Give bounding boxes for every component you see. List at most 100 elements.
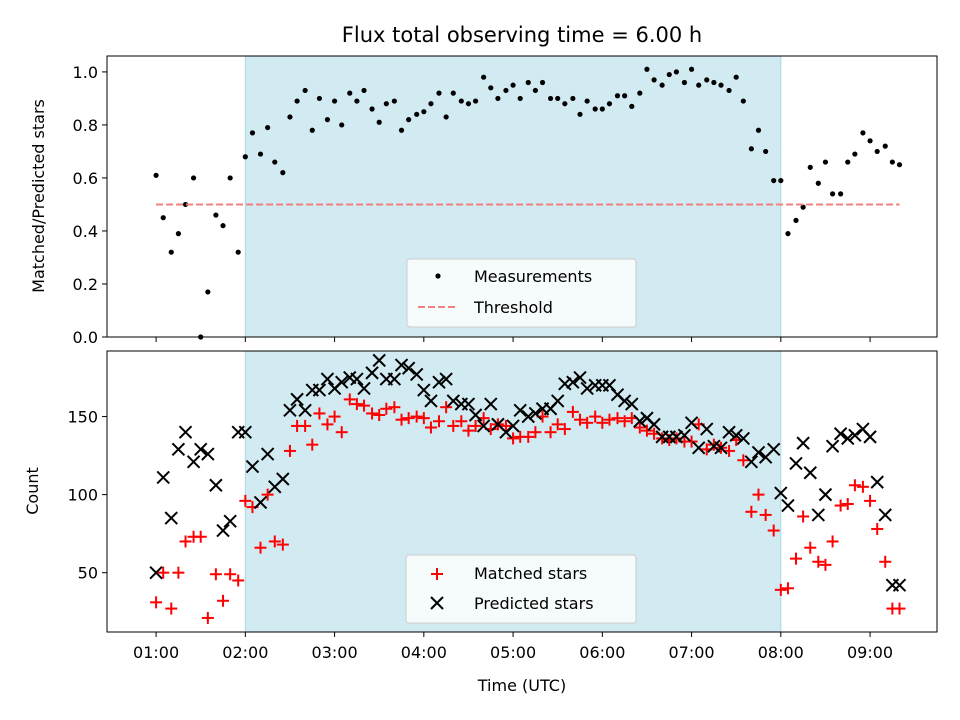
ytick-label: 0.0 [73, 328, 98, 347]
matched-stars-point [611, 412, 624, 425]
measurement-point [249, 130, 256, 136]
matched-stars-point [581, 416, 594, 429]
predicted-stars-point [201, 447, 215, 461]
matched-stars-point [522, 430, 535, 443]
matched-stars-point [373, 409, 386, 422]
predicted-stars-point [580, 381, 594, 396]
measurement-point [800, 204, 806, 210]
predicted-stars-point [409, 367, 424, 382]
measurement-point [316, 95, 323, 102]
predicted-stars-point [164, 511, 178, 525]
predicted-stars-point [298, 403, 312, 418]
predicted-stars-point [276, 472, 290, 486]
matched-stars-point [812, 555, 825, 568]
matched-stars-point [447, 419, 460, 432]
measurement-point [510, 82, 516, 88]
measurement-point [235, 249, 241, 255]
measurement-point [822, 159, 829, 165]
ytick-label: 1.0 [73, 63, 98, 82]
matched-stars-point [789, 552, 802, 565]
matched-stars-point [596, 416, 609, 429]
matched-stars-point [566, 405, 579, 418]
measurement-point [696, 82, 702, 88]
predicted-stars-point [253, 495, 268, 510]
xtick-label: 07:00 [669, 643, 715, 662]
measurement-point [785, 231, 791, 237]
predicted-stars-point [417, 383, 431, 397]
measurement-point [815, 180, 821, 186]
matched-stars-point [194, 530, 207, 543]
legend-measurements-marker [435, 273, 441, 279]
matched-stars-point [321, 418, 334, 431]
top-ylabel: Matched/Predicted stars [29, 99, 48, 293]
measurement-point [666, 71, 672, 78]
predicted-stars-point [714, 441, 728, 455]
matched-stars-point [150, 596, 163, 609]
matched-stars-point [440, 401, 453, 414]
measurement-point [182, 201, 189, 208]
matched-stars-point [433, 415, 445, 428]
matched-stars-point [759, 508, 772, 521]
measurement-point [369, 106, 375, 112]
predicted-stars-point [528, 406, 543, 421]
matched-stars-point [172, 566, 185, 579]
measurement-point [778, 177, 784, 184]
measurement-point [383, 101, 389, 107]
bottom-xlabel: Time (UTC) [477, 676, 566, 695]
measurement-point [495, 95, 501, 102]
measurement-point [547, 95, 554, 102]
matched-stars-point [848, 479, 861, 492]
measurement-point [450, 90, 456, 96]
predicted-stars-point [625, 397, 639, 411]
matched-stars-point [685, 435, 698, 448]
matched-stars-point [402, 412, 415, 425]
measurement-point [622, 93, 628, 99]
predicted-stars-point [825, 439, 840, 453]
matched-stars-point [499, 419, 512, 432]
matched-stars-point [268, 535, 281, 548]
measurement-point [436, 90, 442, 96]
measurement-point [227, 175, 233, 181]
measurement-point [168, 249, 174, 255]
measurement-point [637, 90, 643, 96]
measurement-point [272, 159, 278, 165]
matched-stars-point [328, 410, 341, 423]
measurement-point [205, 289, 211, 295]
matched-stars-point [737, 454, 750, 467]
measurement-point [771, 177, 777, 184]
predicted-stars-point [744, 455, 759, 469]
matched-stars-point [299, 419, 312, 432]
predicted-stars-point [878, 508, 892, 522]
top-ticks: 0.0 0.2 0.4 0.6 0.8 1.0 [73, 63, 871, 347]
matched-stars-point [507, 432, 520, 445]
matched-stars-point [551, 418, 564, 431]
predicted-stars-point [238, 425, 253, 439]
measurement-point [733, 74, 739, 80]
ytick-label: 0.2 [73, 275, 98, 294]
matched-stars-point [157, 566, 170, 579]
matched-stars-point [224, 568, 237, 581]
predicted-stars-point [156, 470, 170, 485]
predicted-stars-point [439, 372, 453, 386]
ytick-label: 0.4 [73, 222, 98, 241]
predicted-stars-point [461, 397, 476, 411]
predicted-stars-point [647, 417, 661, 432]
measurement-point [889, 159, 895, 165]
matched-stars-point [179, 535, 192, 548]
measurement-point [606, 101, 613, 107]
predicted-stars-point [766, 442, 781, 457]
xtick-label: 08:00 [758, 643, 804, 662]
measurement-point [726, 87, 732, 94]
predicted-stars-point [335, 375, 349, 389]
predicted-stars-point [178, 425, 193, 439]
measurement-point [376, 119, 382, 125]
measurement-point [354, 98, 360, 104]
measurement-point [577, 111, 583, 117]
measurement-point [414, 111, 420, 117]
legend-matched-marker [431, 568, 443, 580]
measurement-point [681, 79, 688, 86]
measurement-point [175, 231, 181, 237]
matched-stars-point [893, 602, 906, 615]
predicted-stars-point [401, 361, 416, 375]
top-panel: 0.0 0.2 0.4 0.6 0.8 1.0 Matched/Predicted sta… [29, 55, 938, 347]
